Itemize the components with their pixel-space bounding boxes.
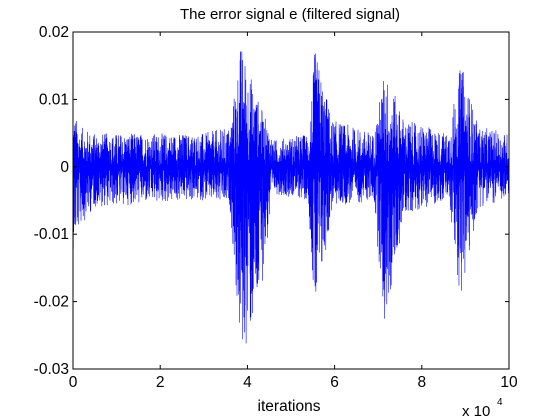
x-exponent-power: 4 xyxy=(497,397,503,408)
x-tick-label: 4 xyxy=(243,374,252,391)
axis-ticks xyxy=(72,31,510,370)
x-tick-label: 0 xyxy=(69,374,78,391)
x-tick-label: 6 xyxy=(330,374,339,391)
x-tick-label: 10 xyxy=(500,374,518,391)
chart-title: The error signal e (filtered signal) xyxy=(180,6,400,23)
x-axis-label: iterations xyxy=(258,398,321,415)
plot-area xyxy=(73,32,509,369)
x-tick-label: 8 xyxy=(417,374,426,391)
signal-series xyxy=(72,51,510,344)
y-tick-label: -0.01 xyxy=(34,226,69,243)
x-tick-labels: 0 2 4 6 8 10 xyxy=(69,374,518,391)
x-exponent-base: x 10 xyxy=(462,403,490,420)
y-tick-label: -0.02 xyxy=(34,294,69,311)
y-tick-label: 0.01 xyxy=(39,91,69,108)
error-signal-line xyxy=(72,51,510,344)
y-tick-labels: -0.03 -0.02 -0.01 0 0.01 0.02 xyxy=(34,24,70,378)
y-tick-label: 0.02 xyxy=(39,24,69,41)
y-tick-label: 0 xyxy=(60,159,69,176)
axes-box xyxy=(72,31,510,370)
x-tick-label: 2 xyxy=(156,374,165,391)
y-tick-label: -0.03 xyxy=(34,361,69,378)
